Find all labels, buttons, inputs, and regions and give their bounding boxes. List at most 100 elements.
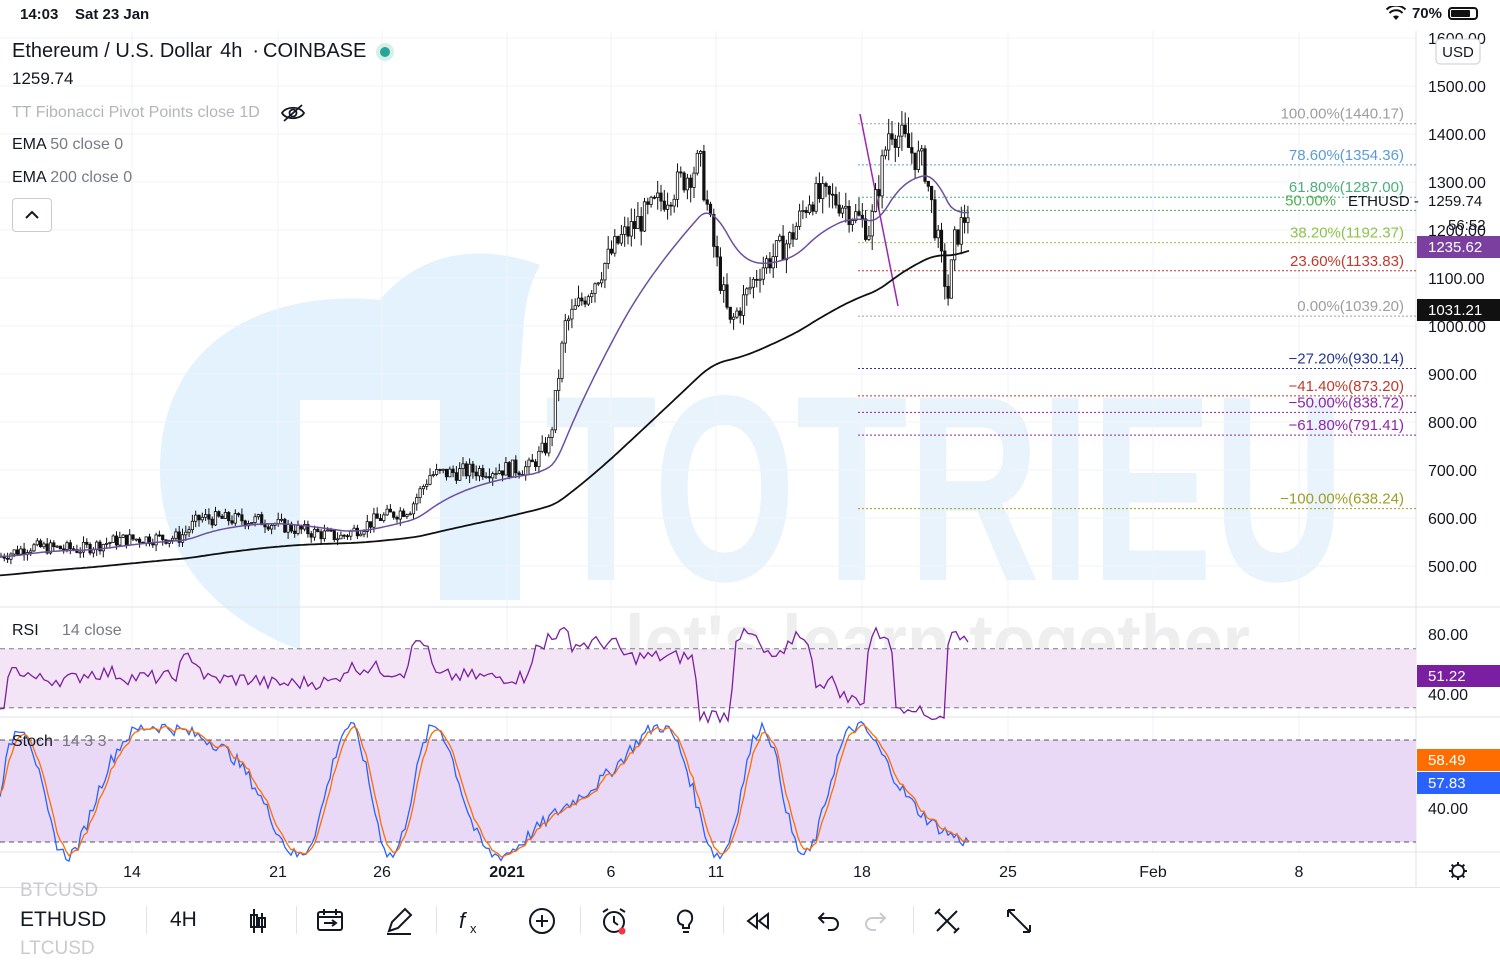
symbol-selector[interactable]: ETHUSD xyxy=(20,908,107,931)
candle-body xyxy=(319,531,323,540)
candle-body xyxy=(421,486,426,490)
candle-body xyxy=(609,248,614,254)
candle-body xyxy=(586,296,591,305)
candle-body xyxy=(309,533,313,538)
candle-body xyxy=(606,248,610,264)
rsi-tick: 40.00 xyxy=(1428,687,1468,704)
candle-body xyxy=(685,177,690,191)
indicator-ema50[interactable]: EMA 50 close 0 xyxy=(12,136,123,154)
candle-body xyxy=(32,544,36,552)
redo-icon[interactable] xyxy=(858,904,892,938)
settings-gear-icon[interactable] xyxy=(1449,862,1467,880)
hidden-eye-icon[interactable] xyxy=(280,103,306,123)
candle-body xyxy=(854,211,858,221)
candle-body xyxy=(619,233,624,244)
candle-body xyxy=(563,320,567,344)
draw-icon[interactable] xyxy=(382,904,416,938)
time-tick: 8 xyxy=(1295,864,1304,881)
candle-body xyxy=(550,429,554,438)
candle-body xyxy=(415,497,419,505)
candle-body xyxy=(484,476,488,478)
candle-body xyxy=(897,135,901,148)
candle-body xyxy=(860,214,864,220)
timeframe-selector[interactable]: 4H xyxy=(170,908,197,931)
collapse-legend-button[interactable] xyxy=(12,198,52,232)
candle-body xyxy=(867,235,871,240)
price-tick: 1000.00 xyxy=(1428,319,1486,336)
candle-body xyxy=(963,217,967,223)
candle-body xyxy=(840,207,845,214)
candle-body xyxy=(811,204,815,212)
candle-body xyxy=(788,232,792,245)
time-axis: 14 21 26 2021 6 11 18 25 Feb 8 xyxy=(123,862,1467,881)
fullscreen-icon[interactable] xyxy=(1002,904,1036,938)
stoch-d-line xyxy=(0,724,970,858)
candle-body xyxy=(675,171,680,200)
time-tick: 2021 xyxy=(489,864,525,881)
candle-body xyxy=(949,259,954,299)
replay-icon[interactable] xyxy=(740,904,774,938)
candle-body xyxy=(45,543,49,554)
ideas-icon[interactable] xyxy=(669,904,703,938)
price-chart[interactable]: TOTRIEU let's learn together 100.00%(144… xyxy=(0,30,1500,887)
candle-body xyxy=(593,283,597,294)
stoch-d-value: 57.83 xyxy=(1428,775,1466,792)
candle-body xyxy=(827,185,831,195)
wifi-icon xyxy=(1385,6,1406,20)
candle-body xyxy=(494,473,498,476)
time-tick: 18 xyxy=(853,864,871,881)
last-price-value: 1259.74 xyxy=(1428,193,1482,210)
ema200-line xyxy=(0,249,970,577)
candle-body xyxy=(804,210,808,213)
candle-body xyxy=(266,526,270,530)
candle-body xyxy=(705,199,709,205)
chart-grid xyxy=(0,31,1416,852)
candle-body xyxy=(111,535,115,543)
candle-body xyxy=(131,534,135,540)
add-icon[interactable] xyxy=(525,904,559,938)
candle-body xyxy=(464,463,468,477)
candle-body xyxy=(118,537,122,546)
candle-body xyxy=(467,463,472,477)
candle-body xyxy=(279,518,284,521)
candle-body xyxy=(725,284,729,308)
undo-icon[interactable] xyxy=(812,904,846,938)
candle-body xyxy=(58,545,63,550)
price-tick: 1300.00 xyxy=(1428,175,1486,192)
candle-body xyxy=(857,211,861,216)
candle-body xyxy=(431,474,435,476)
candle-body xyxy=(946,286,950,299)
currency-badge[interactable] xyxy=(1435,38,1481,65)
candle-body xyxy=(821,183,825,200)
candle-body xyxy=(873,189,878,212)
candle-body xyxy=(758,278,762,281)
candle-body xyxy=(388,508,393,513)
candle-body xyxy=(375,513,379,519)
compare-icon[interactable] xyxy=(313,904,347,938)
candle-body xyxy=(500,470,505,476)
tools-icon[interactable] xyxy=(930,904,964,938)
interval-label[interactable]: 4h xyxy=(220,40,243,62)
candle-body xyxy=(761,267,765,280)
candle-body xyxy=(514,459,518,474)
candle-body xyxy=(936,229,940,239)
indicator-fib-pivot[interactable]: TT Fibonacci Pivot Points close 1D xyxy=(12,103,306,123)
candle-body xyxy=(444,468,449,478)
candle-body xyxy=(699,150,703,154)
candles-icon[interactable] xyxy=(244,904,278,938)
candle-body xyxy=(454,472,459,481)
candle-body xyxy=(326,529,330,532)
candle-body xyxy=(382,514,386,521)
candle-body xyxy=(81,541,86,553)
candle-body xyxy=(161,534,165,541)
candle-body xyxy=(649,196,653,205)
candle-body xyxy=(286,523,290,533)
candle-body xyxy=(745,288,749,296)
time-tick: 6 xyxy=(607,864,616,881)
alert-icon[interactable] xyxy=(597,904,631,938)
symbol-title[interactable]: Ethereum / U.S. Dollar xyxy=(12,40,213,62)
candle-body xyxy=(236,513,241,516)
indicator-ema200[interactable]: EMA 200 close 0 xyxy=(12,169,132,187)
